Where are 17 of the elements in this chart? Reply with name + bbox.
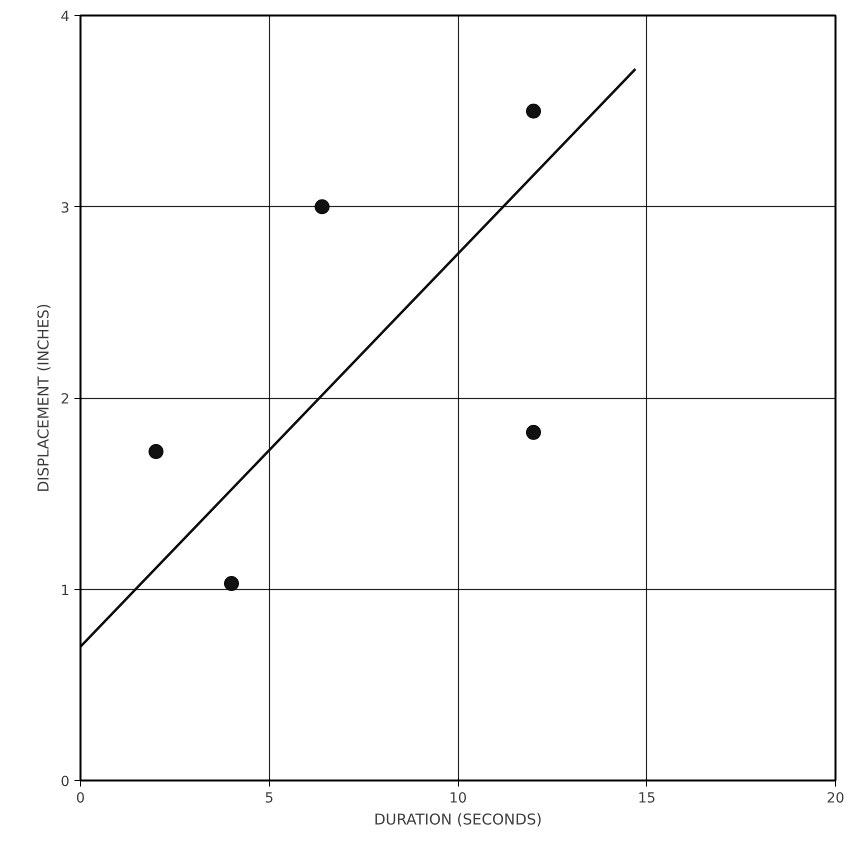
y-tick-label: 3 (60, 200, 70, 216)
point (526, 104, 541, 119)
y-tick-label: 0 (60, 774, 70, 790)
x-tick-label: 10 (449, 790, 467, 806)
point (224, 576, 239, 591)
point (314, 199, 330, 214)
point (526, 424, 541, 440)
x-axis-title: DURATION (SECONDS) (374, 810, 542, 828)
x-tick-label: 15 (638, 790, 656, 806)
y-axis-title: DISPLACEMENT (INCHES) (34, 304, 53, 492)
y-tick-label: 4 (60, 9, 70, 25)
point (148, 444, 164, 460)
x-tick-label: 20 (826, 790, 844, 806)
x-tick-label: 5 (264, 790, 274, 806)
y-tick-label: 2 (60, 392, 70, 408)
y-tick-label: 1 (60, 582, 70, 599)
x-tick-label: 0 (76, 790, 85, 806)
